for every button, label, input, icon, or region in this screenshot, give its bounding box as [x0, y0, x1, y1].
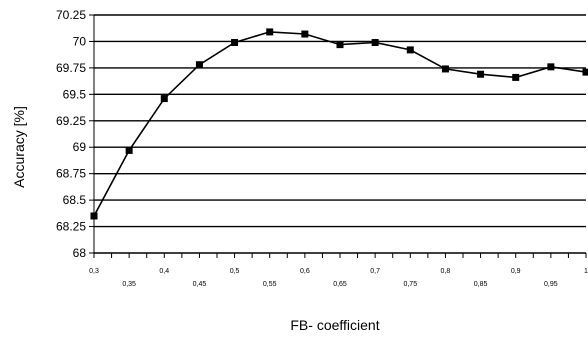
y-tick-label: 69.5	[63, 87, 87, 101]
series-group	[90, 28, 588, 220]
x-tick-label: 0,55	[263, 281, 277, 288]
x-tick-label: 0,75	[403, 281, 417, 288]
axes	[89, 14, 587, 258]
x-tick-label: 0,7	[370, 268, 380, 275]
data-point	[582, 68, 588, 76]
data-point	[266, 28, 274, 36]
data-point	[160, 95, 168, 103]
y-tick-label: 68	[73, 246, 87, 260]
x-tick-label: 0,8	[441, 268, 451, 275]
y-tick-label: 68.75	[56, 167, 86, 181]
y-tick-label: 69.75	[56, 61, 86, 75]
x-tick-label: 0,65	[333, 281, 347, 288]
x-tick-label: 0,95	[544, 281, 558, 288]
x-tick-label: 0,45	[193, 281, 207, 288]
data-point	[441, 65, 449, 73]
data-point	[477, 70, 485, 78]
y-tick-label: 68.5	[63, 193, 87, 207]
data-point	[125, 146, 133, 154]
x-tick-label: 0,3	[89, 268, 99, 275]
y-tick-label: 70	[73, 34, 87, 48]
x-tick-labels: 0,3 0,35 0,4 0,45 0,5 0,55 0,6 0,65 0,7 0,75 0,8 0,…	[89, 268, 588, 288]
y-tick-label: 69.25	[56, 114, 86, 128]
data-point	[301, 30, 309, 38]
x-tick-label: 0,35	[122, 281, 136, 288]
x-tick-label: 0,85	[474, 281, 488, 288]
data-point	[547, 63, 555, 71]
series-line	[93, 31, 587, 217]
data-point	[231, 39, 239, 47]
x-tick-label: 0,6	[300, 268, 310, 275]
x-tick-label: 0,5	[230, 268, 240, 275]
data-point	[195, 61, 203, 69]
x-tick-label: 0,9	[511, 268, 521, 275]
y-tick-labels: 68 68.25 68.5 68.75 69 69.25 69.5 69.75 70 70.25	[56, 8, 86, 260]
x-axis-label: FB- coefficient	[290, 317, 379, 333]
x-tick-label: 0,4	[159, 268, 169, 275]
data-point	[90, 212, 98, 220]
gridlines	[94, 14, 586, 254]
y-tick-label: 70.25	[56, 8, 86, 22]
data-point	[371, 39, 379, 47]
data-point	[336, 41, 344, 49]
data-point	[406, 46, 414, 54]
y-tick-label: 68.25	[56, 220, 86, 234]
y-axis-label: Accuracy [%]	[11, 106, 27, 188]
x-tick-label: 1	[584, 268, 588, 275]
y-tick-label: 69	[73, 140, 87, 154]
data-point	[512, 73, 520, 81]
